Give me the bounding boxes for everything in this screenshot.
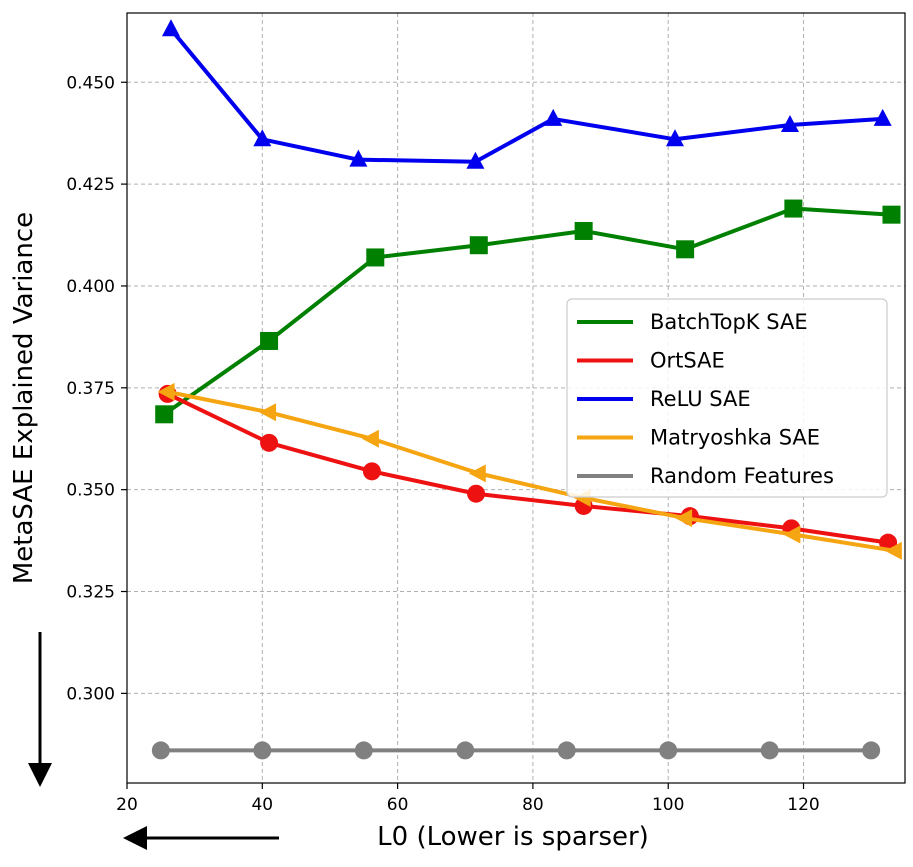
y-tick-label: 0.350	[66, 481, 115, 501]
plot-frame	[126, 12, 906, 784]
data-point	[361, 429, 379, 448]
data-point	[675, 509, 693, 528]
data-point	[260, 331, 279, 350]
data-point	[873, 108, 892, 126]
legend-label: OrtSAE	[650, 349, 725, 373]
data-point	[362, 462, 381, 481]
data-point	[469, 236, 488, 255]
x-tick-label: 120	[787, 795, 819, 815]
x-tick-label: 40	[251, 795, 273, 815]
y-tick-label: 0.400	[66, 277, 115, 297]
data-point	[783, 525, 801, 544]
data-point	[784, 199, 803, 218]
data-point	[466, 151, 485, 169]
series-matryoshka-sae	[157, 382, 902, 560]
data-point	[259, 403, 277, 422]
legend-label: Matryoshka SAE	[650, 426, 820, 450]
data-point	[468, 464, 486, 483]
x-tick-label: 60	[387, 795, 409, 815]
series-layer	[151, 19, 902, 760]
series-line	[163, 206, 892, 416]
data-point	[161, 19, 180, 37]
series-batchtopk-sae	[155, 199, 901, 424]
y-axis-label: MetaSAE Explained Variance	[9, 212, 39, 584]
y-tick-label: 0.450	[66, 73, 115, 93]
y-tick-label: 0.325	[66, 583, 115, 603]
y-tick-label: 0.300	[66, 684, 115, 704]
legend-label: ReLU SAE	[650, 387, 751, 411]
data-point	[760, 741, 779, 760]
x-tick-label: 20	[116, 795, 138, 815]
data-point	[155, 405, 174, 424]
data-point	[665, 129, 684, 147]
data-point	[557, 741, 576, 760]
data-point	[467, 484, 486, 503]
series-relu-sae	[161, 19, 892, 169]
data-point	[253, 129, 272, 147]
legend-box	[566, 298, 888, 498]
data-point	[676, 240, 695, 259]
data-point	[349, 149, 368, 167]
data-point	[366, 248, 385, 267]
data-point	[884, 541, 902, 560]
data-point	[151, 741, 170, 760]
data-point	[544, 108, 563, 126]
data-point	[574, 221, 593, 240]
data-point	[882, 205, 901, 224]
legend-label: BatchTopK SAE	[650, 310, 808, 334]
data-point	[253, 741, 272, 760]
data-point	[780, 115, 799, 133]
data-point	[456, 741, 475, 760]
data-point	[354, 741, 373, 760]
legend: BatchTopK SAE OrtSAE ReLU SAE Matryoshka SA…	[566, 298, 888, 498]
series-ortsae	[158, 384, 898, 552]
x-tick-label: 80	[522, 795, 544, 815]
data-point	[659, 741, 678, 760]
y-tick-label: 0.375	[66, 379, 115, 399]
data-point	[157, 382, 175, 401]
data-point	[260, 433, 279, 452]
series-line	[166, 392, 889, 545]
data-point	[862, 741, 881, 760]
y-tick-label: 0.425	[66, 175, 115, 195]
series-line	[167, 389, 896, 553]
series-line	[169, 28, 883, 164]
x-tick-label: 100	[652, 795, 684, 815]
series-random-features	[151, 741, 881, 760]
ticks: 20 40 60 80 100 120 0.300 0.325 0.350 0.375 0.400 0…	[66, 73, 819, 815]
x-axis-label: L0 (Lower is sparser)	[377, 822, 649, 852]
legend-label: Random Features	[650, 464, 834, 488]
